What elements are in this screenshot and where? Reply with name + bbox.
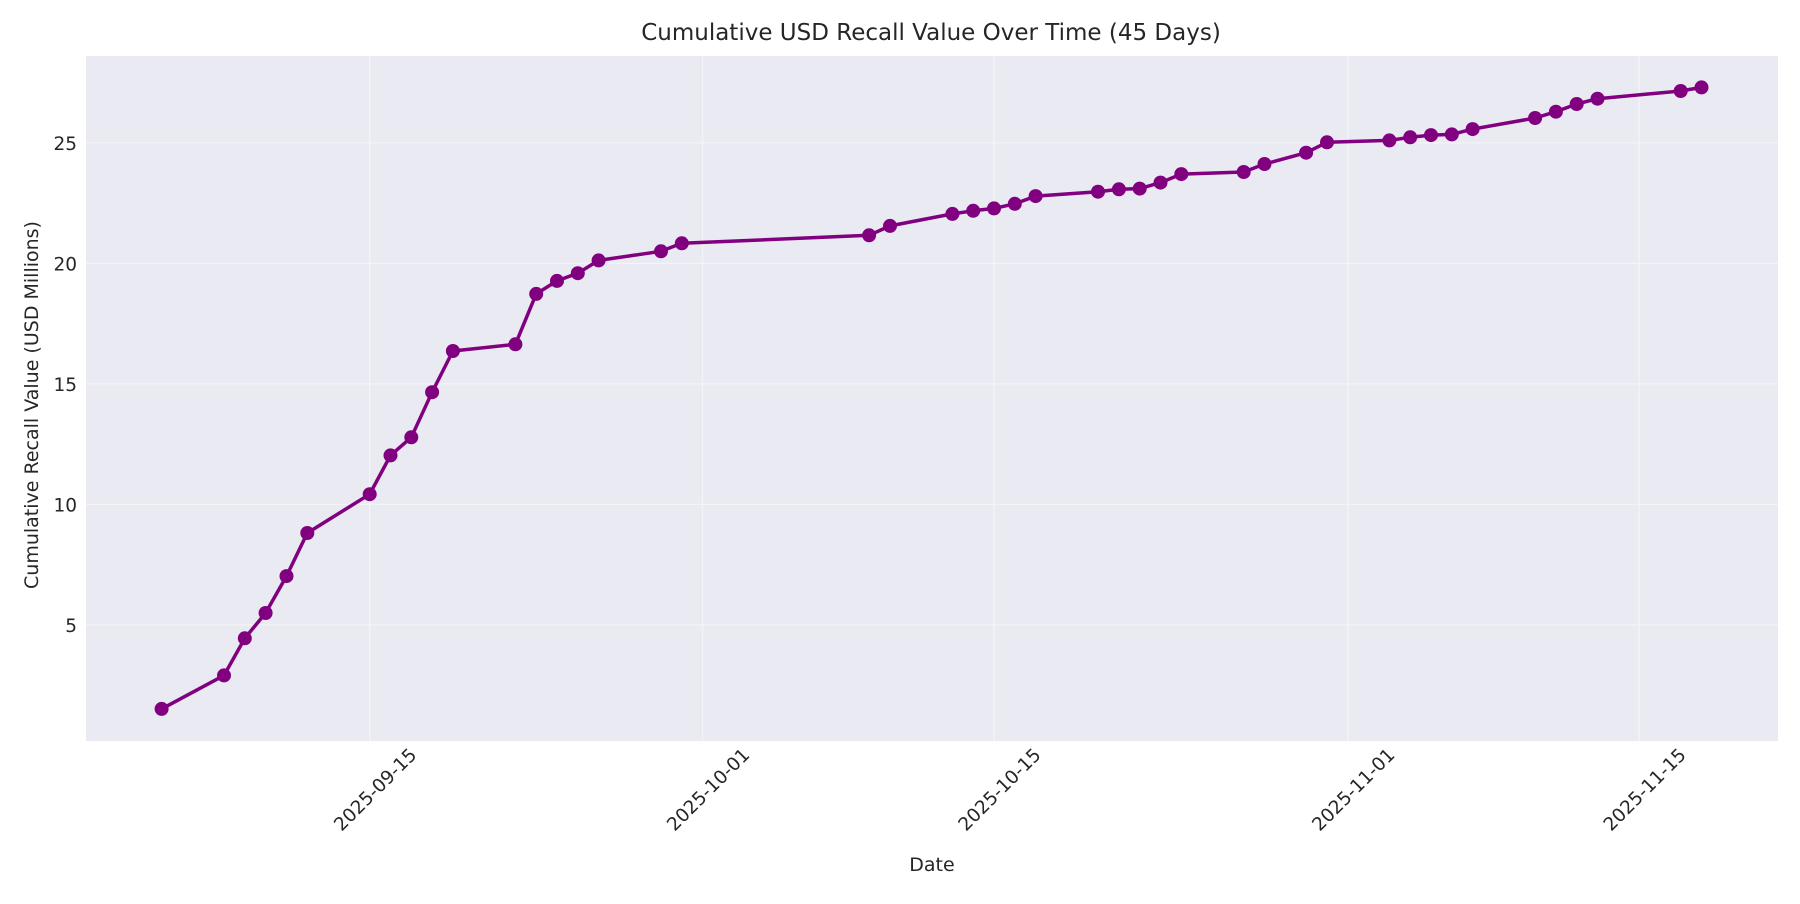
grid-lines bbox=[86, 56, 1778, 741]
x-tick-label: 2025-11-01 bbox=[1308, 745, 1399, 836]
data-point-marker: 2025-10-22: 23.1 bbox=[1132, 181, 1147, 196]
data-point-marker: 2025-09-17: 12.78 bbox=[404, 430, 419, 445]
x-tick-label: 2025-09-15 bbox=[330, 745, 421, 836]
x-tick-label: 2025-11-15 bbox=[1600, 745, 1691, 836]
data-point-marker: 2025-10-23: 23.35 bbox=[1153, 175, 1168, 190]
data-point-marker: 2025-10-21: 23.07 bbox=[1111, 182, 1126, 197]
data-point-marker: 2025-09-23: 18.73 bbox=[529, 286, 544, 301]
data-point-marker: 2025-11-11: 26.29 bbox=[1548, 104, 1563, 119]
data-point-marker: 2025-09-15: 10.42 bbox=[362, 487, 377, 502]
data-point-marker: 2025-09-16: 12.03 bbox=[383, 448, 398, 463]
data-point-marker: 2025-09-22: 16.64 bbox=[508, 337, 523, 352]
data-point-marker: 2025-09-18: 14.65 bbox=[425, 385, 440, 400]
data-point-marker: 2025-09-09: 4.44 bbox=[237, 631, 252, 646]
data-point-marker: 2025-09-12: 8.81 bbox=[300, 526, 315, 540]
data-point-marker: 2025-11-03: 25.1 bbox=[1382, 133, 1397, 148]
y-tick-label: 5 bbox=[65, 616, 77, 637]
data-point-marker: 2025-09-10: 5.49 bbox=[258, 606, 273, 620]
data-point-marker: 2025-11-07: 25.57 bbox=[1465, 122, 1480, 137]
data-point-marker: 2025-11-10: 26.03 bbox=[1528, 111, 1543, 125]
y-tick-label: 25 bbox=[53, 134, 77, 155]
x-axis-ticks: 2025-09-15 2025-10-01 2025-10-15 2025-11-01… bbox=[330, 745, 1690, 836]
y-axis-label: Cumulative Recall Value (USD Millions) bbox=[21, 221, 43, 589]
data-point-marker: 2025-11-12: 26.61 bbox=[1569, 97, 1584, 111]
data-point-marker: 2025-10-27: 23.79 bbox=[1236, 165, 1251, 179]
data-point-marker: 2025-11-18: 27.3 bbox=[1694, 80, 1709, 95]
data-point-marker: 2025-10-28: 24.12 bbox=[1257, 157, 1272, 171]
data-point-marker: 2025-09-30: 20.83 bbox=[674, 236, 689, 251]
x-axis-label: Date bbox=[909, 854, 954, 876]
y-axis-ticks: 5 10 15 20 25 bbox=[53, 134, 77, 637]
x-tick-label: 2025-10-15 bbox=[955, 745, 1046, 836]
data-point-marker: 2025-10-14: 22.18 bbox=[966, 203, 981, 218]
data-point-marker: 2025-09-24: 19.27 bbox=[550, 273, 564, 288]
data-point-marker: 2025-10-15: 22.28 bbox=[987, 201, 1001, 216]
data-series: 2025-09-05: 1.51 2025-09-08: 2.9 2025-09-0… bbox=[154, 80, 1709, 716]
y-tick-label: 15 bbox=[53, 375, 77, 396]
data-point-marker: 2025-11-05: 25.32 bbox=[1424, 128, 1438, 143]
data-point-marker: 2025-11-17: 27.15 bbox=[1673, 84, 1688, 98]
data-point-marker: 2025-10-13: 22.05 bbox=[945, 206, 960, 221]
y-tick-label: 20 bbox=[53, 254, 77, 275]
data-point-marker: 2025-10-16: 22.47 bbox=[1007, 196, 1022, 211]
data-point-marker: 2025-09-29: 20.5 bbox=[654, 244, 668, 259]
data-point-marker: 2025-10-09: 21.16 bbox=[862, 228, 877, 243]
data-point-marker: 2025-09-25: 19.59 bbox=[570, 266, 585, 281]
data-point-marker: 2025-10-31: 25.02 bbox=[1320, 135, 1334, 150]
data-point-marker: 2025-09-05: 1.51 bbox=[154, 701, 169, 716]
data-point-marker: 2025-11-13: 26.83 bbox=[1590, 91, 1605, 106]
data-point-marker: 2025-09-26: 20.12 bbox=[591, 253, 606, 268]
data-point-marker: 2025-09-08: 2.9 bbox=[217, 668, 231, 683]
data-point-marker: 2025-10-17: 22.79 bbox=[1028, 189, 1043, 204]
data-point-marker: 2025-10-10: 21.55 bbox=[883, 218, 897, 233]
y-tick-label: 10 bbox=[53, 495, 77, 516]
chart-title: Cumulative USD Recall Value Over Time (4… bbox=[641, 20, 1221, 46]
x-tick-label: 2025-10-01 bbox=[663, 745, 754, 836]
data-point-marker: 2025-11-04: 25.23 bbox=[1403, 130, 1418, 145]
data-point-marker: 2025-10-24: 23.7 bbox=[1174, 167, 1189, 182]
plot-area bbox=[86, 56, 1778, 741]
data-point-marker: 2025-11-06: 25.35 bbox=[1444, 127, 1459, 142]
data-point-marker: 2025-10-20: 22.97 bbox=[1091, 184, 1105, 199]
data-point-marker: 2025-10-30: 24.59 bbox=[1299, 145, 1314, 160]
data-point-marker: 2025-09-11: 7.02 bbox=[279, 569, 294, 584]
data-point-marker: 2025-09-19: 16.36 bbox=[445, 344, 460, 358]
